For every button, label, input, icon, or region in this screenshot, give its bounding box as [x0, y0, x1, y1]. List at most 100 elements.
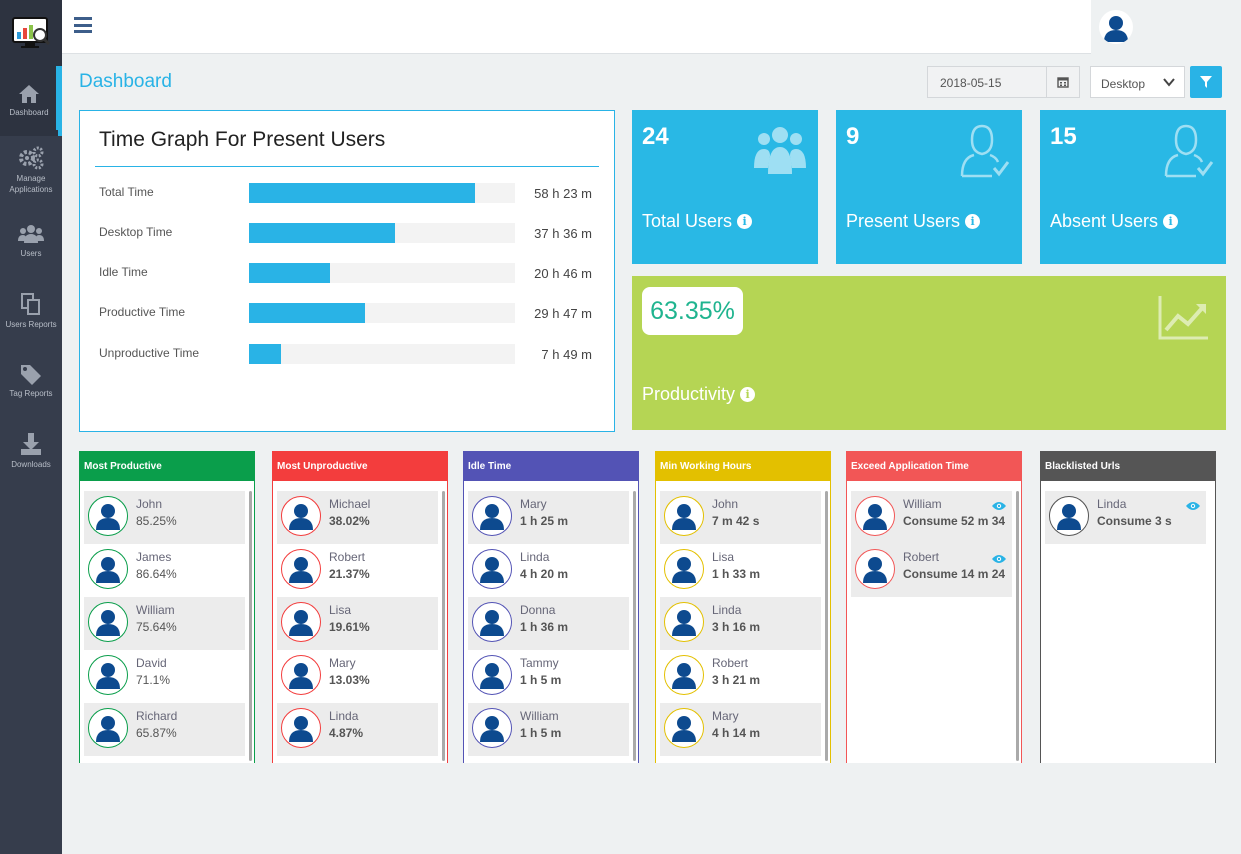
time-row: Unproductive Time 7 h 49 m — [99, 344, 599, 364]
chevron-down-icon — [1163, 78, 1175, 87]
info-icon[interactable]: i — [965, 214, 981, 229]
list-panel-title: Exceed Application Time — [846, 451, 1022, 481]
user-avatar-icon — [281, 708, 321, 748]
list-item-name: Linda — [712, 603, 742, 617]
time-row-value: 20 h 46 m — [534, 266, 592, 281]
list-item[interactable]: William 75.64% — [84, 597, 245, 650]
eye-icon[interactable] — [1186, 498, 1200, 516]
user-avatar-icon — [472, 602, 512, 642]
list-item-value: 1 h 36 m — [520, 620, 569, 634]
total-users-label-group: Total Users i — [642, 211, 753, 232]
list-item[interactable]: Linda Consume 3 s — [1045, 491, 1206, 544]
user-avatar-icon — [88, 496, 128, 536]
present-users-count: 9 — [846, 123, 860, 150]
absent-users-count: 15 — [1050, 123, 1077, 150]
filter-icon — [1200, 76, 1212, 88]
user-check-icon — [960, 124, 1010, 178]
list-item-value: 21.37% — [329, 567, 370, 581]
eye-icon[interactable] — [992, 551, 1006, 569]
device-select[interactable]: Desktop — [1090, 66, 1185, 98]
sidebar-item-label: Tag Reports — [9, 388, 53, 398]
list-item[interactable]: Linda 4 h 20 m — [468, 544, 629, 597]
list-item-value: 4 h 14 m — [712, 726, 761, 740]
list-item-name: Lisa — [712, 550, 735, 564]
scrollbar[interactable] — [442, 491, 445, 761]
total-users-count: 24 — [642, 123, 669, 150]
user-avatar-icon[interactable] — [1099, 10, 1133, 44]
monitor-chart-logo-icon — [12, 17, 51, 48]
user-avatar-icon — [664, 549, 704, 589]
time-row-label: Unproductive Time — [99, 346, 200, 360]
info-icon[interactable]: i — [737, 214, 753, 229]
sidebar-item-dashboard[interactable]: Dashboard — [0, 66, 62, 136]
list-item-value: Consume 52 m 34 — [903, 514, 1006, 528]
eye-icon[interactable] — [992, 498, 1006, 516]
list-item[interactable]: Linda 4.87% — [277, 703, 438, 756]
hamburger-menu-icon[interactable] — [74, 17, 92, 33]
calendar-icon[interactable] — [1046, 67, 1079, 97]
total-users-tile[interactable]: 24 Total Users i — [632, 110, 818, 264]
list-item[interactable]: William 1 h 5 m — [468, 703, 629, 756]
present-users-tile[interactable]: 9 Present Users i — [836, 110, 1022, 264]
list-item-value: 3 h 21 m — [712, 673, 761, 687]
sidebar-item-label: Manage Applications — [9, 174, 53, 194]
list-item[interactable]: Michael 38.02% — [277, 491, 438, 544]
list-item-name: David — [136, 656, 167, 670]
time-row-value: 37 h 36 m — [534, 226, 592, 241]
time-row-label: Total Time — [99, 185, 154, 199]
list-item[interactable]: Robert 3 h 21 m — [660, 650, 821, 703]
user-avatar-icon — [855, 496, 895, 536]
user-avatar-icon — [281, 496, 321, 536]
list-panel-body: John 85.25% James 86.64% William 75.64% David 7… — [79, 481, 255, 763]
list-item-name: Michael — [329, 497, 371, 511]
list-item[interactable]: William Consume 52 m 34 — [851, 491, 1012, 544]
sidebar-item-downloads[interactable]: Downloads — [0, 416, 62, 486]
scrollbar[interactable] — [633, 491, 636, 761]
list-item[interactable]: Mary 4 h 14 m — [660, 703, 821, 756]
most-unproductive-panel: Most Unproductive Michael 38.02% Robert 21.3… — [272, 451, 448, 763]
list-item[interactable]: James 86.64% — [84, 544, 245, 597]
sidebar-item-users-reports[interactable]: Users Reports — [0, 276, 62, 346]
sidebar-item-tag-reports[interactable]: Tag Reports — [0, 346, 62, 416]
list-item[interactable]: John 85.25% — [84, 491, 245, 544]
sidebar-item-users[interactable]: Users — [0, 206, 62, 276]
progress-fill — [249, 344, 281, 364]
user-menu[interactable] — [1091, 0, 1241, 54]
list-item[interactable]: John 7 m 42 s — [660, 491, 821, 544]
time-row: Idle Time 20 h 46 m — [99, 263, 599, 283]
list-item[interactable]: Lisa 19.61% — [277, 597, 438, 650]
info-icon[interactable]: i — [1163, 214, 1179, 229]
list-item[interactable]: Linda 3 h 16 m — [660, 597, 821, 650]
absent-users-tile[interactable]: 15 Absent Users i — [1040, 110, 1226, 264]
list-item-name: Linda — [520, 550, 550, 564]
list-item-value: 1 h 33 m — [712, 567, 761, 581]
list-item[interactable]: Robert 21.37% — [277, 544, 438, 597]
sidebar-item-manage-applications[interactable]: Manage Applications — [0, 136, 62, 206]
scrollbar[interactable] — [1016, 491, 1019, 761]
list-item-name: Mary — [712, 709, 739, 723]
scrollbar[interactable] — [825, 491, 828, 761]
list-item-value: 75.64% — [136, 620, 177, 634]
sidebar-item-label: Downloads — [11, 459, 51, 469]
list-item[interactable]: Donna 1 h 36 m — [468, 597, 629, 650]
list-item[interactable]: Mary 1 h 25 m — [468, 491, 629, 544]
scrollbar[interactable] — [249, 491, 252, 761]
user-avatar-icon — [472, 655, 512, 695]
productivity-tile[interactable]: 63.35% Productivity i — [632, 276, 1226, 430]
list-item-value: 38.02% — [329, 514, 370, 528]
list-item[interactable]: Robert Consume 14 m 24 — [851, 544, 1012, 597]
list-item-value: 85.25% — [136, 514, 177, 528]
list-item[interactable]: Tammy 1 h 5 m — [468, 650, 629, 703]
list-item[interactable]: David 71.1% — [84, 650, 245, 703]
app-logo[interactable] — [0, 0, 62, 66]
filter-button[interactable] — [1190, 66, 1222, 98]
progress-track — [249, 263, 515, 283]
user-avatar-icon — [88, 549, 128, 589]
info-icon[interactable]: i — [740, 387, 756, 402]
time-row-value: 7 h 49 m — [541, 347, 592, 362]
date-picker[interactable]: 2018-05-15 — [927, 66, 1080, 98]
list-item[interactable]: Mary 13.03% — [277, 650, 438, 703]
list-item[interactable]: Richard 65.87% — [84, 703, 245, 756]
list-panel-body: William Consume 52 m 34 Robert Consume 14 m… — [846, 481, 1022, 763]
list-item[interactable]: Lisa 1 h 33 m — [660, 544, 821, 597]
